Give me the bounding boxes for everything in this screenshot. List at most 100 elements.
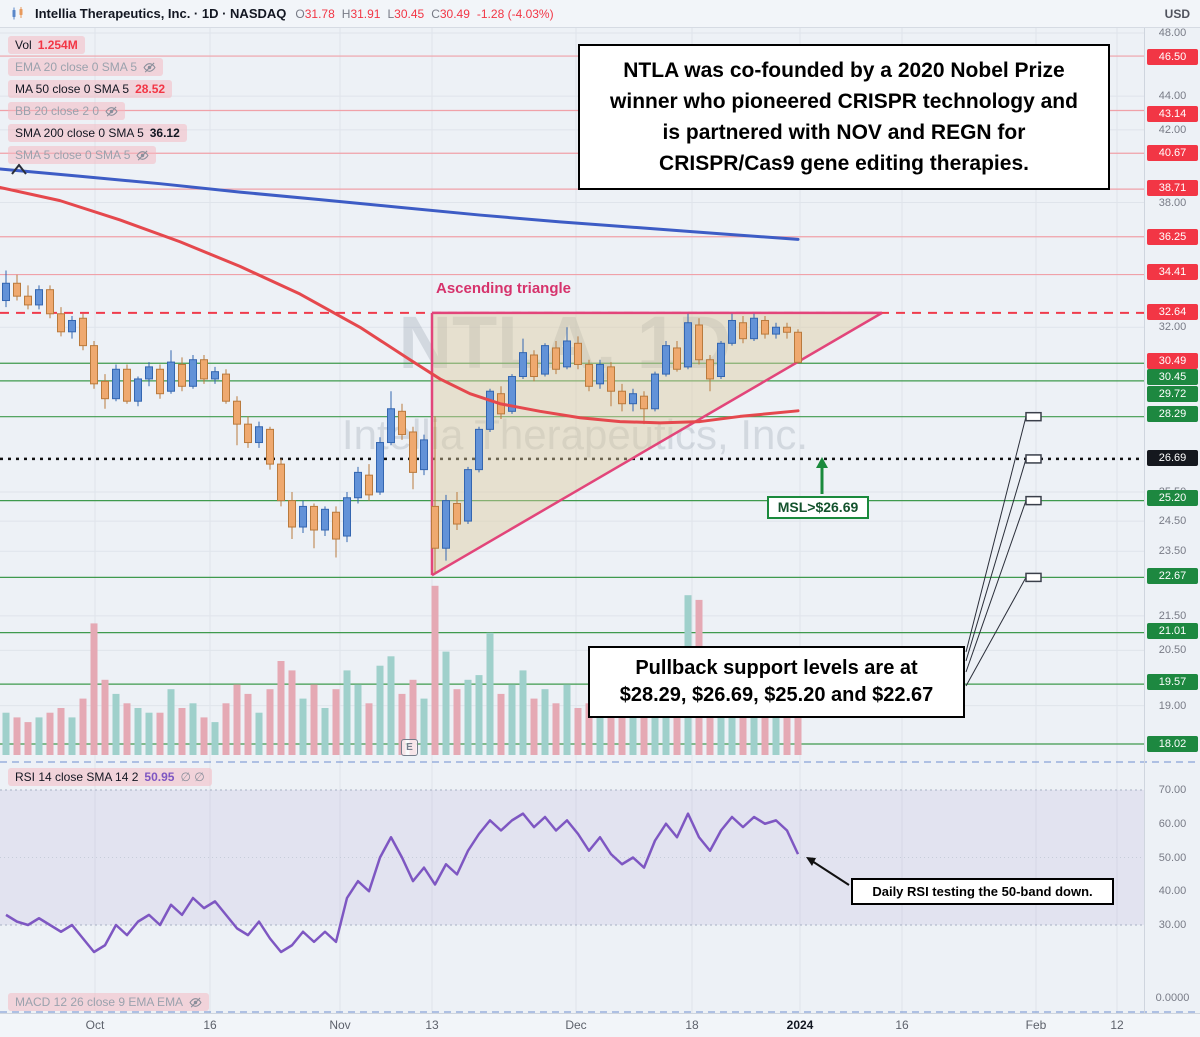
macd-legend-label: MACD 12 26 close 9 EMA EMA (15, 995, 184, 1009)
macd-tick: 0.0000 (1155, 992, 1190, 1004)
nobel-note-callout[interactable]: NTLA was co-founded by a 2020 Nobel Priz… (578, 44, 1110, 190)
sma200-line (0, 167, 800, 241)
price-tick-48.00: 48.00 (1158, 27, 1187, 39)
price-level-chip-18.02: 18.02 (1147, 736, 1198, 752)
legend-label: EMA 20 close 0 SMA 5 (15, 60, 138, 74)
rsi-hidden-series-icons: ∅ ∅ (180, 770, 205, 784)
high-value: H31.91 (341, 6, 381, 21)
price-level-chip-38.71: 38.71 (1147, 180, 1198, 196)
rsi-tick-40.00: 40.00 (1158, 885, 1187, 898)
note-line: is partnered with NOV and REGN for (662, 121, 1026, 144)
legend-label: SMA 200 close 0 SMA 5 (15, 126, 144, 140)
price-level-chip-43.14: 43.14 (1147, 106, 1198, 122)
indicator-legend: Vol 1.254M EMA 20 close 0 SMA 5 MA 50 close… (8, 36, 187, 168)
legend-value: 1.254M (37, 38, 78, 52)
legend-label: SMA 5 close 0 SMA 5 (15, 148, 131, 162)
level-lines (0, 55, 1145, 745)
legend-row-bb[interactable]: BB 20 close 2 0 (8, 102, 126, 120)
msl-arrow (816, 457, 828, 494)
time-label-Oct: Oct (85, 1018, 105, 1032)
eye-off-icon[interactable] (136, 149, 149, 162)
price-tick-38.00: 38.00 (1158, 196, 1187, 209)
candlestick-series (2, 270, 802, 574)
time-label-Nov: Nov (329, 1018, 351, 1032)
legend-row-rsi[interactable]: RSI 14 close SMA 14 2 50.95 ∅ ∅ (8, 768, 212, 786)
change-value: -1.28 (-4.03%) (476, 6, 554, 21)
price-level-chip-26.69: 26.69 (1147, 450, 1198, 466)
legend-row-sma[interactable]: SMA 5 close 0 SMA 5 (8, 146, 157, 164)
time-label-18: 18 (685, 1018, 699, 1032)
legend-row-vol[interactable]: Vol 1.254M (8, 36, 85, 54)
time-label-Dec: Dec (565, 1018, 587, 1032)
rsi-tick-60.00: 60.00 (1158, 817, 1187, 830)
price-level-chip-46.50: 46.50 (1147, 49, 1198, 65)
time-label-12: 12 (1110, 1018, 1124, 1032)
price-tick-42.00: 42.00 (1158, 123, 1187, 136)
legend-row-ema[interactable]: EMA 20 close 0 SMA 5 (8, 58, 164, 76)
support-pointer-lines (965, 411, 1042, 687)
rsi-note-arrow (806, 857, 850, 886)
rsi-legend-value: 50.95 (144, 770, 175, 784)
rsi-tick-50.00: 50.00 (1158, 851, 1187, 864)
earnings-icon[interactable]: E (401, 739, 418, 756)
price-level-chip-28.29: 28.29 (1147, 406, 1198, 422)
price-tick-32.00: 32.00 (1158, 321, 1187, 334)
note-line: winner who pioneered CRISPR technology a… (610, 90, 1078, 113)
low-value: L30.45 (387, 6, 425, 21)
price-level-chip-34.41: 34.41 (1147, 264, 1198, 280)
time-label-Feb: Feb (1025, 1018, 1047, 1032)
time-label-16: 16 (203, 1018, 217, 1032)
note-line: CRISPR/Cas9 gene editing therapies. (659, 152, 1029, 175)
symbol-title[interactable]: Intellia Therapeutics, Inc. · 1D · NASDA… (35, 6, 287, 21)
time-label-16: 16 (895, 1018, 909, 1032)
price-level-chip-36.25: 36.25 (1147, 229, 1198, 245)
msl-callout[interactable]: MSL>$26.69 (767, 496, 869, 519)
price-level-chip-19.57: 19.57 (1147, 674, 1198, 690)
ascending-triangle-drawing (430, 311, 883, 577)
note-line: NTLA was co-founded by a 2020 Nobel Priz… (623, 59, 1065, 82)
pullback-support-callout[interactable]: Pullback support levels are at $28.29, $… (588, 646, 965, 718)
legend-value: 36.12 (149, 126, 180, 140)
chart-toolbar: Intellia Therapeutics, Inc. · 1D · NASDA… (0, 0, 1200, 28)
rsi-note-callout[interactable]: Daily RSI testing the 50-band down. (851, 878, 1114, 905)
price-level-chip-21.01: 21.01 (1147, 623, 1198, 639)
price-tick-20.50: 20.50 (1158, 644, 1187, 657)
price-level-chip-40.67: 40.67 (1147, 145, 1198, 161)
note-line: $28.29, $26.69, $25.20 and $22.67 (619, 684, 934, 706)
price-axis[interactable]: 48.0044.0042.0038.0032.0025.5024.5023.50… (1144, 27, 1200, 1014)
price-tick-21.50: 21.50 (1158, 609, 1187, 622)
note-line: Pullback support levels are at (635, 657, 918, 679)
rsi-tick-30.00: 30.00 (1158, 919, 1187, 931)
chart-logo-icon[interactable] (10, 6, 26, 22)
pane-separators (0, 761, 1200, 1013)
eye-off-icon[interactable] (189, 996, 202, 1009)
left-edge-marker-icon (11, 163, 27, 175)
price-tick-24.50: 24.50 (1158, 515, 1187, 528)
close-value: C30.49 (431, 6, 470, 21)
price-level-chip-25.20: 25.20 (1147, 490, 1198, 506)
time-axis[interactable]: Oct 16 Nov 13 Dec 18 2024 16 Feb 12 (0, 1013, 1200, 1037)
eye-off-icon[interactable] (143, 61, 156, 74)
legend-row-macd[interactable]: MACD 12 26 close 9 EMA EMA (8, 993, 210, 1011)
legend-value: 28.52 (135, 82, 166, 96)
currency-label[interactable]: USD (1164, 6, 1190, 21)
price-level-chip-30.49: 30.49 (1147, 353, 1198, 369)
legend-label: MA 50 close 0 SMA 5 (15, 82, 130, 96)
open-value: O31.78 (295, 6, 335, 21)
price-level-chip-22.67: 22.67 (1147, 568, 1198, 584)
legend-label: BB 20 close 2 0 (15, 104, 100, 118)
legend-label: Vol (15, 38, 32, 52)
price-tick-44.00: 44.00 (1158, 90, 1187, 103)
ascending-triangle-label[interactable]: Ascending triangle (436, 280, 572, 297)
legend-row-sma[interactable]: SMA 200 close 0 SMA 5 36.12 (8, 124, 187, 142)
legend-row-ma[interactable]: MA 50 close 0 SMA 5 28.52 (8, 80, 173, 98)
ohlc-readout: O31.78 H31.91 L30.45 C30.49 -1.28 (-4.03… (295, 7, 553, 21)
ma50-line (0, 185, 800, 425)
rsi-line (5, 812, 800, 954)
price-tick-23.50: 23.50 (1158, 545, 1187, 558)
price-level-chip-29.72: 29.72 (1147, 386, 1198, 402)
eye-off-icon[interactable] (105, 105, 118, 118)
time-label-2024: 2024 (786, 1018, 814, 1032)
